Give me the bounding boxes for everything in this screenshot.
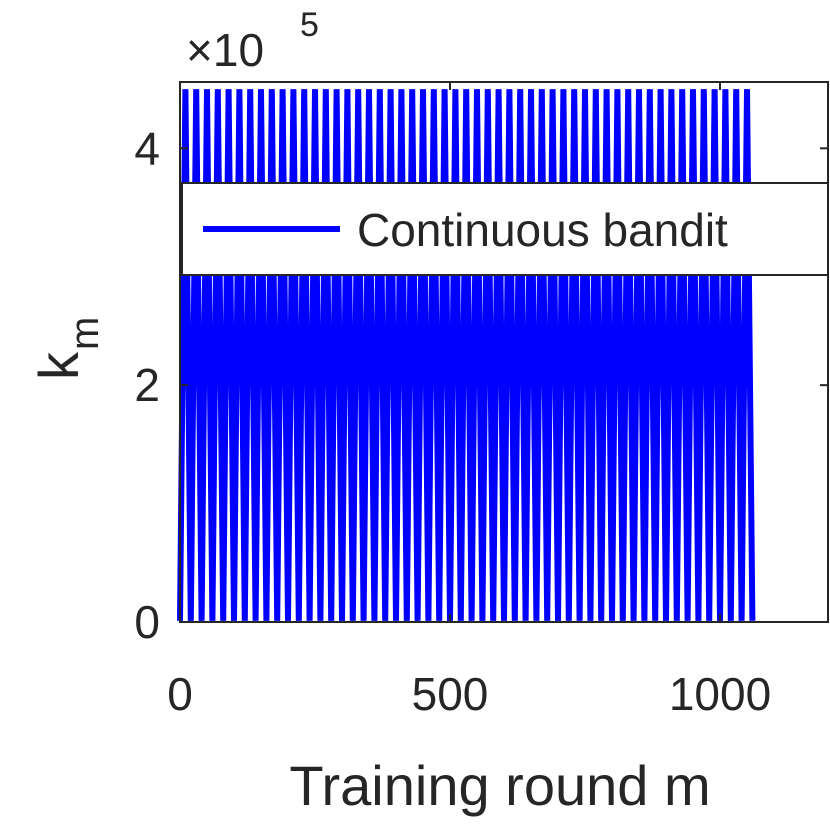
- legend: Continuous bandit: [181, 182, 829, 276]
- y-tick-label: 0: [134, 596, 160, 648]
- y-tick-label: 2: [134, 359, 160, 411]
- x-tick-label: 1000: [669, 668, 771, 720]
- x-tick-label: 500: [412, 668, 489, 720]
- y-axis-label-group: k m: [27, 317, 107, 380]
- axes-box: [179, 81, 829, 623]
- y-axis-label: k: [27, 351, 90, 380]
- data-line: [177, 89, 756, 621]
- x-tick-label: 0: [167, 668, 193, 720]
- y-tick-label: 4: [134, 122, 160, 174]
- y-axis-label-subscript: m: [63, 317, 107, 350]
- x-axis-label: Training round m: [289, 754, 710, 817]
- y-multiplier-exponent: 5: [300, 6, 319, 44]
- legend-label: Continuous bandit: [357, 204, 728, 256]
- y-multiplier: ×10: [186, 24, 264, 76]
